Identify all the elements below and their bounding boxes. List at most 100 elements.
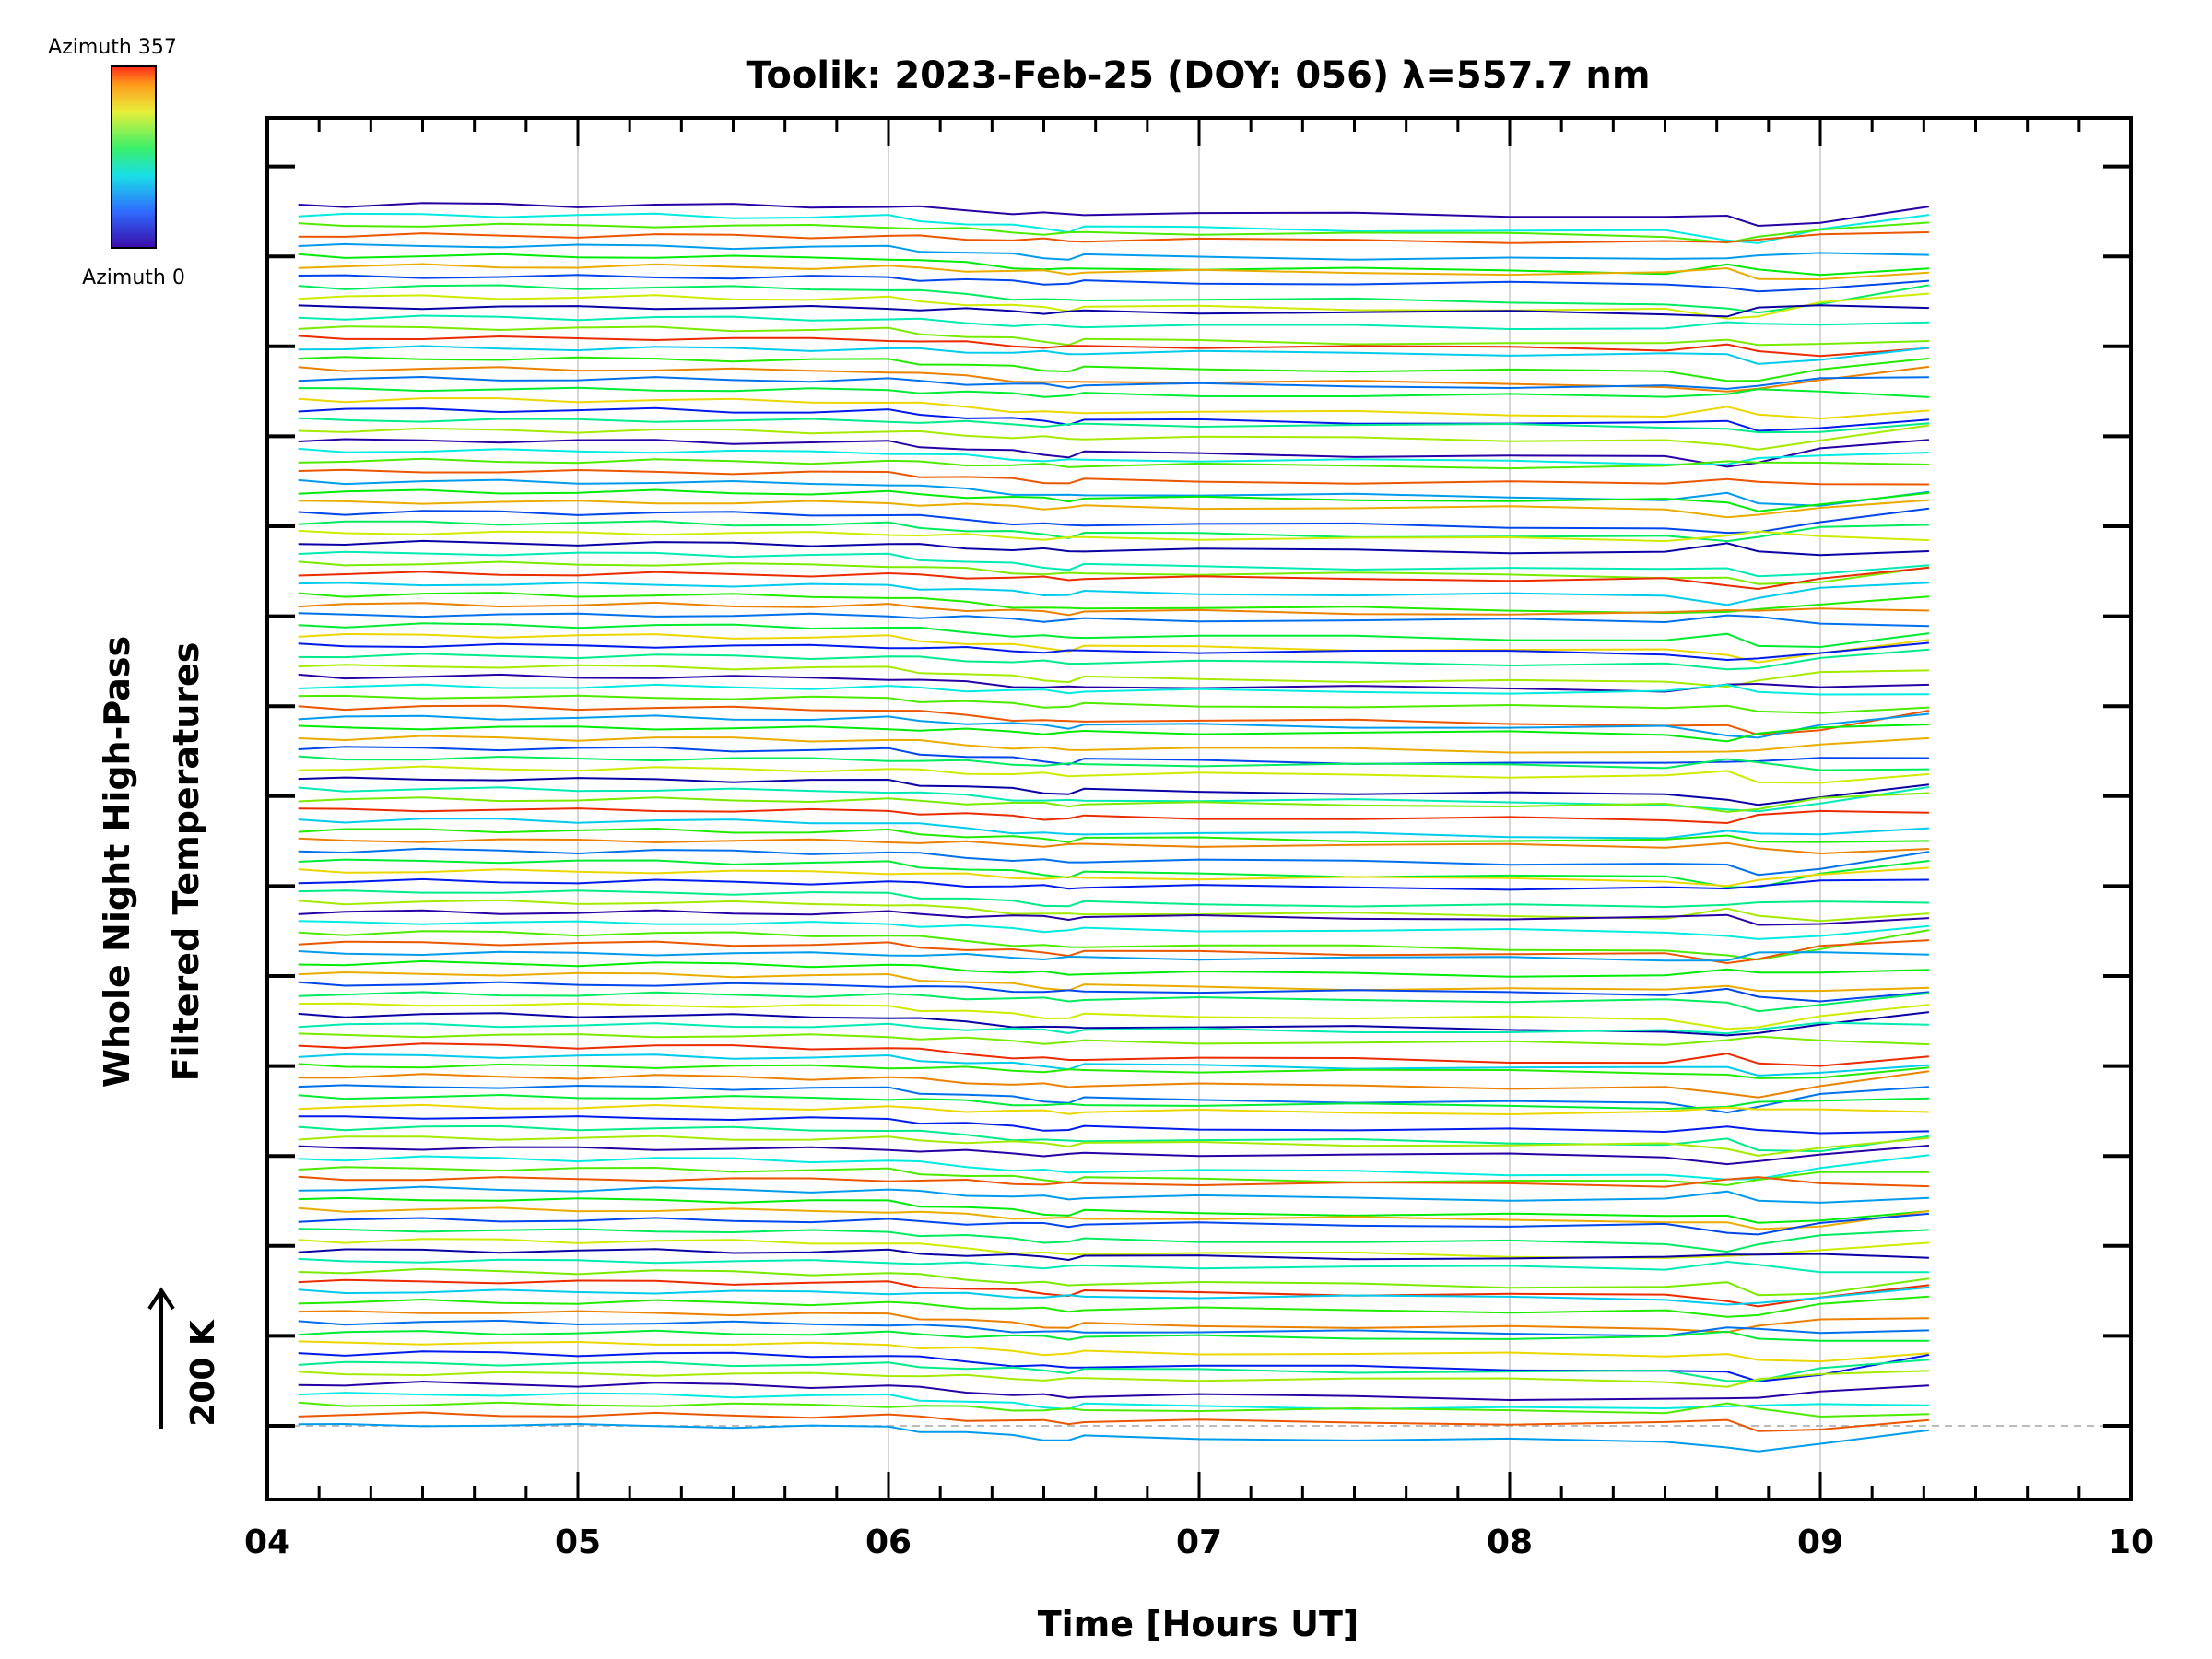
series-line bbox=[298, 755, 1929, 771]
series-line bbox=[298, 468, 1929, 486]
series-line bbox=[298, 929, 1930, 961]
series-line bbox=[298, 1206, 1930, 1230]
series-line bbox=[298, 488, 1930, 512]
x-tick-label: 07 bbox=[1176, 1524, 1222, 1561]
series-line bbox=[298, 920, 1929, 940]
series-line bbox=[298, 539, 1929, 557]
series-line bbox=[298, 592, 1929, 615]
series-line bbox=[298, 1257, 1929, 1274]
series-line bbox=[298, 818, 1929, 840]
series-line bbox=[298, 1295, 1929, 1318]
series-line bbox=[298, 478, 1930, 507]
series-line bbox=[298, 950, 1929, 962]
series-line bbox=[298, 1411, 1929, 1432]
series-line bbox=[298, 1310, 1929, 1334]
series-line bbox=[298, 648, 1929, 671]
series-line bbox=[298, 939, 1929, 965]
x-tick-labels: 04 05 06 07 08 09 10 bbox=[244, 1524, 2154, 1561]
series-group bbox=[298, 202, 1930, 1453]
series-line bbox=[298, 1011, 1930, 1037]
series-line bbox=[298, 1422, 1930, 1453]
series-line bbox=[298, 550, 1929, 578]
series-line bbox=[298, 735, 1929, 754]
series-line bbox=[298, 858, 1930, 888]
series-line bbox=[298, 889, 1929, 909]
series-line bbox=[298, 664, 1929, 688]
series-line bbox=[298, 499, 1929, 519]
series-line bbox=[298, 1115, 1929, 1135]
colorbar-top-label: Azimuth 357 bbox=[48, 36, 177, 59]
series-line bbox=[298, 284, 1930, 314]
series-line bbox=[298, 1032, 1929, 1046]
x-axis-label: Time [Hours UT] bbox=[1038, 1604, 1359, 1644]
series-line bbox=[298, 712, 1930, 739]
series-line bbox=[298, 971, 1929, 993]
series-line bbox=[298, 263, 1929, 281]
x-tick-label: 04 bbox=[244, 1524, 290, 1561]
scale-bar-label: 200 K bbox=[184, 1319, 222, 1427]
series-line bbox=[298, 792, 1929, 813]
series-line bbox=[298, 786, 1930, 813]
series-line bbox=[298, 424, 1930, 451]
series-line bbox=[298, 694, 1929, 714]
series-line bbox=[298, 632, 1930, 664]
scale-bar: 200 K bbox=[147, 1287, 222, 1429]
series-line bbox=[298, 1196, 1929, 1224]
series-line bbox=[298, 683, 1929, 696]
x-tick-label: 10 bbox=[2108, 1524, 2154, 1561]
series-line bbox=[298, 1185, 1929, 1204]
series-line bbox=[298, 1084, 1929, 1114]
series-line bbox=[298, 1267, 1930, 1297]
series-line bbox=[298, 1329, 1929, 1342]
colorbar-bottom-label: Azimuth 0 bbox=[82, 266, 185, 289]
series-line bbox=[298, 221, 1929, 244]
series-line bbox=[298, 582, 1929, 606]
series-line bbox=[298, 406, 1929, 432]
series-line bbox=[298, 292, 1929, 320]
series-line bbox=[298, 520, 1929, 543]
series-line bbox=[298, 438, 1929, 468]
series-line bbox=[298, 847, 1930, 877]
colorbar bbox=[111, 65, 157, 249]
series-line bbox=[298, 1212, 1929, 1236]
series-line bbox=[298, 417, 1929, 434]
series-line bbox=[298, 345, 1930, 365]
series-line bbox=[298, 724, 1929, 743]
series-line bbox=[298, 1370, 1929, 1388]
series-line bbox=[298, 746, 1929, 766]
series-line bbox=[298, 899, 1929, 923]
ticks bbox=[265, 118, 2133, 1500]
series-line bbox=[298, 1093, 1929, 1111]
series-line bbox=[298, 866, 1929, 888]
series-line bbox=[298, 386, 1929, 398]
y-axis-label-line1: Whole Night High-Pass bbox=[97, 636, 137, 1088]
x-tick-label: 05 bbox=[555, 1524, 601, 1561]
series-line bbox=[298, 1248, 1929, 1262]
series-line bbox=[298, 365, 1930, 393]
series-line bbox=[298, 1070, 1930, 1099]
series-line bbox=[298, 231, 1929, 244]
series-line bbox=[298, 304, 1929, 318]
series-line bbox=[298, 776, 1930, 806]
series-line bbox=[298, 1319, 1929, 1337]
series-line bbox=[298, 1401, 1929, 1418]
series-line bbox=[298, 612, 1929, 628]
series-line bbox=[298, 1359, 1929, 1382]
series-line bbox=[298, 1350, 1930, 1382]
series-line bbox=[298, 765, 1929, 784]
series-line bbox=[298, 807, 1929, 825]
series-line bbox=[298, 641, 1929, 662]
series-line bbox=[298, 242, 1929, 261]
series-line bbox=[298, 827, 1929, 843]
series-line bbox=[298, 1042, 1929, 1067]
series-line bbox=[298, 335, 1929, 358]
chart-title: Toolik: 2023-Feb-25 (DOY: 056) λ=557.7 n… bbox=[746, 54, 1650, 97]
y-axis-label-line2: Filtered Temperatures bbox=[166, 642, 206, 1082]
series-line bbox=[298, 529, 1929, 543]
series-line bbox=[298, 1228, 1929, 1253]
series-line bbox=[298, 704, 1930, 736]
series-line bbox=[298, 1340, 1929, 1363]
x-tick-label: 08 bbox=[1487, 1524, 1533, 1561]
series-line bbox=[298, 1166, 1929, 1186]
